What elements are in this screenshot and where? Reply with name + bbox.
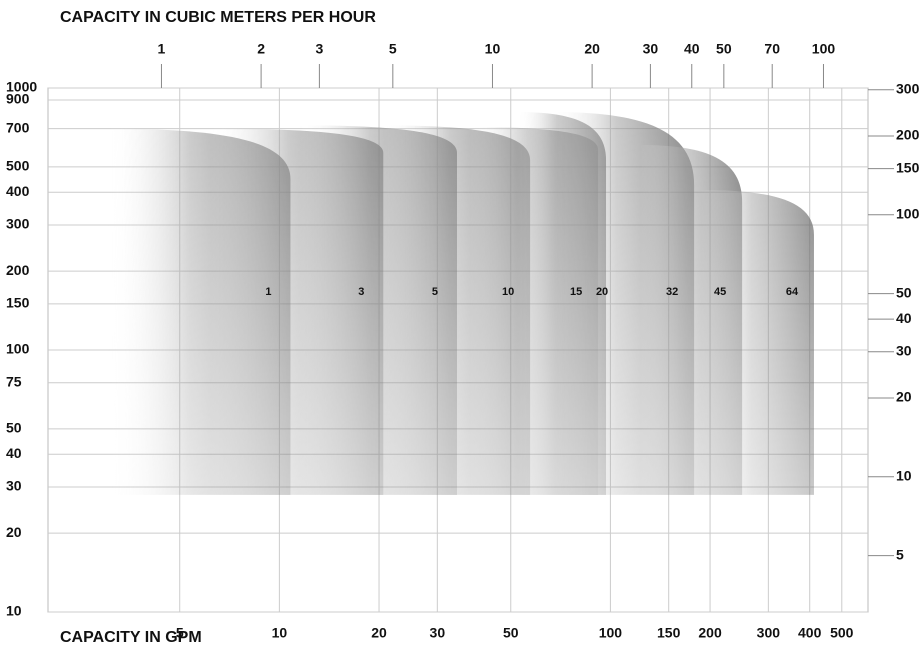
range-label: 3 bbox=[358, 286, 364, 298]
right-tick-label: 150 bbox=[896, 159, 920, 175]
right-tick-label: 10 bbox=[896, 468, 912, 484]
x-tick-label: 50 bbox=[503, 625, 519, 641]
top-tick-label: 3 bbox=[315, 41, 323, 57]
top-tick-label: 20 bbox=[584, 41, 600, 57]
y-tick-label: 900 bbox=[6, 91, 30, 107]
y-tick-label: 30 bbox=[6, 478, 22, 494]
right-tick-label: 20 bbox=[896, 389, 912, 405]
right-tick-label: 30 bbox=[896, 343, 912, 359]
right-tick-label: 5 bbox=[896, 546, 904, 562]
y-tick-label: 150 bbox=[6, 295, 30, 311]
y-tick-label: 10 bbox=[6, 603, 22, 619]
x-tick-label: 20 bbox=[371, 625, 387, 641]
range-label: 20 bbox=[596, 286, 608, 298]
range-label: 10 bbox=[502, 286, 514, 298]
x-tick-label: 150 bbox=[657, 625, 681, 641]
top-tick-label: 40 bbox=[684, 41, 700, 57]
x-tick-label: 10 bbox=[272, 625, 288, 641]
x-tick-label: 200 bbox=[698, 625, 722, 641]
top-tick-label: 10 bbox=[485, 41, 501, 57]
right-tick-label: 100 bbox=[896, 206, 920, 222]
right-tick-label: 50 bbox=[896, 284, 912, 300]
y-tick-label: 100 bbox=[6, 341, 30, 357]
y-tick-label: 50 bbox=[6, 420, 22, 436]
y-tick-label: 300 bbox=[6, 216, 30, 232]
x-tick-label: 100 bbox=[599, 625, 623, 641]
range-label: 32 bbox=[666, 286, 678, 298]
range-label: 5 bbox=[432, 286, 438, 298]
top-tick-label: 70 bbox=[764, 41, 780, 57]
range-label: 15 bbox=[570, 286, 582, 298]
y-tick-label: 400 bbox=[6, 183, 30, 199]
y-tick-label: 1000 bbox=[6, 79, 37, 95]
top-tick-label: 5 bbox=[389, 41, 397, 57]
y-tick-label: 500 bbox=[6, 158, 30, 174]
pump-range bbox=[700, 190, 814, 495]
y-tick-label: 700 bbox=[6, 119, 30, 135]
range-label: 1 bbox=[265, 286, 271, 298]
right-tick-label: 40 bbox=[896, 310, 912, 326]
y-tick-label: 40 bbox=[6, 445, 22, 461]
top-tick-label: 50 bbox=[716, 41, 732, 57]
top-tick-label: 1 bbox=[158, 41, 166, 57]
chart-title: CAPACITY IN CUBIC METERS PER HOUR bbox=[60, 9, 376, 26]
x-tick-label: 5 bbox=[176, 625, 184, 641]
x-axis-title: CAPACITY IN GPM bbox=[60, 629, 202, 646]
top-tick-label: 30 bbox=[643, 41, 659, 57]
top-tick-label: 100 bbox=[812, 41, 836, 57]
y-tick-label: 200 bbox=[6, 262, 30, 278]
range-label: 45 bbox=[714, 286, 726, 298]
range-label: 64 bbox=[786, 286, 799, 298]
right-tick-label: 200 bbox=[896, 127, 920, 143]
right-tick-label: 300 bbox=[896, 81, 920, 97]
x-tick-label: 500 bbox=[830, 625, 854, 641]
x-tick-label: 30 bbox=[430, 625, 446, 641]
top-tick-label: 2 bbox=[257, 41, 265, 57]
x-tick-label: 400 bbox=[798, 625, 822, 641]
y-tick-label: 75 bbox=[6, 373, 22, 389]
y-tick-label: 20 bbox=[6, 524, 22, 540]
x-tick-label: 300 bbox=[757, 625, 781, 641]
ranges bbox=[107, 111, 814, 495]
